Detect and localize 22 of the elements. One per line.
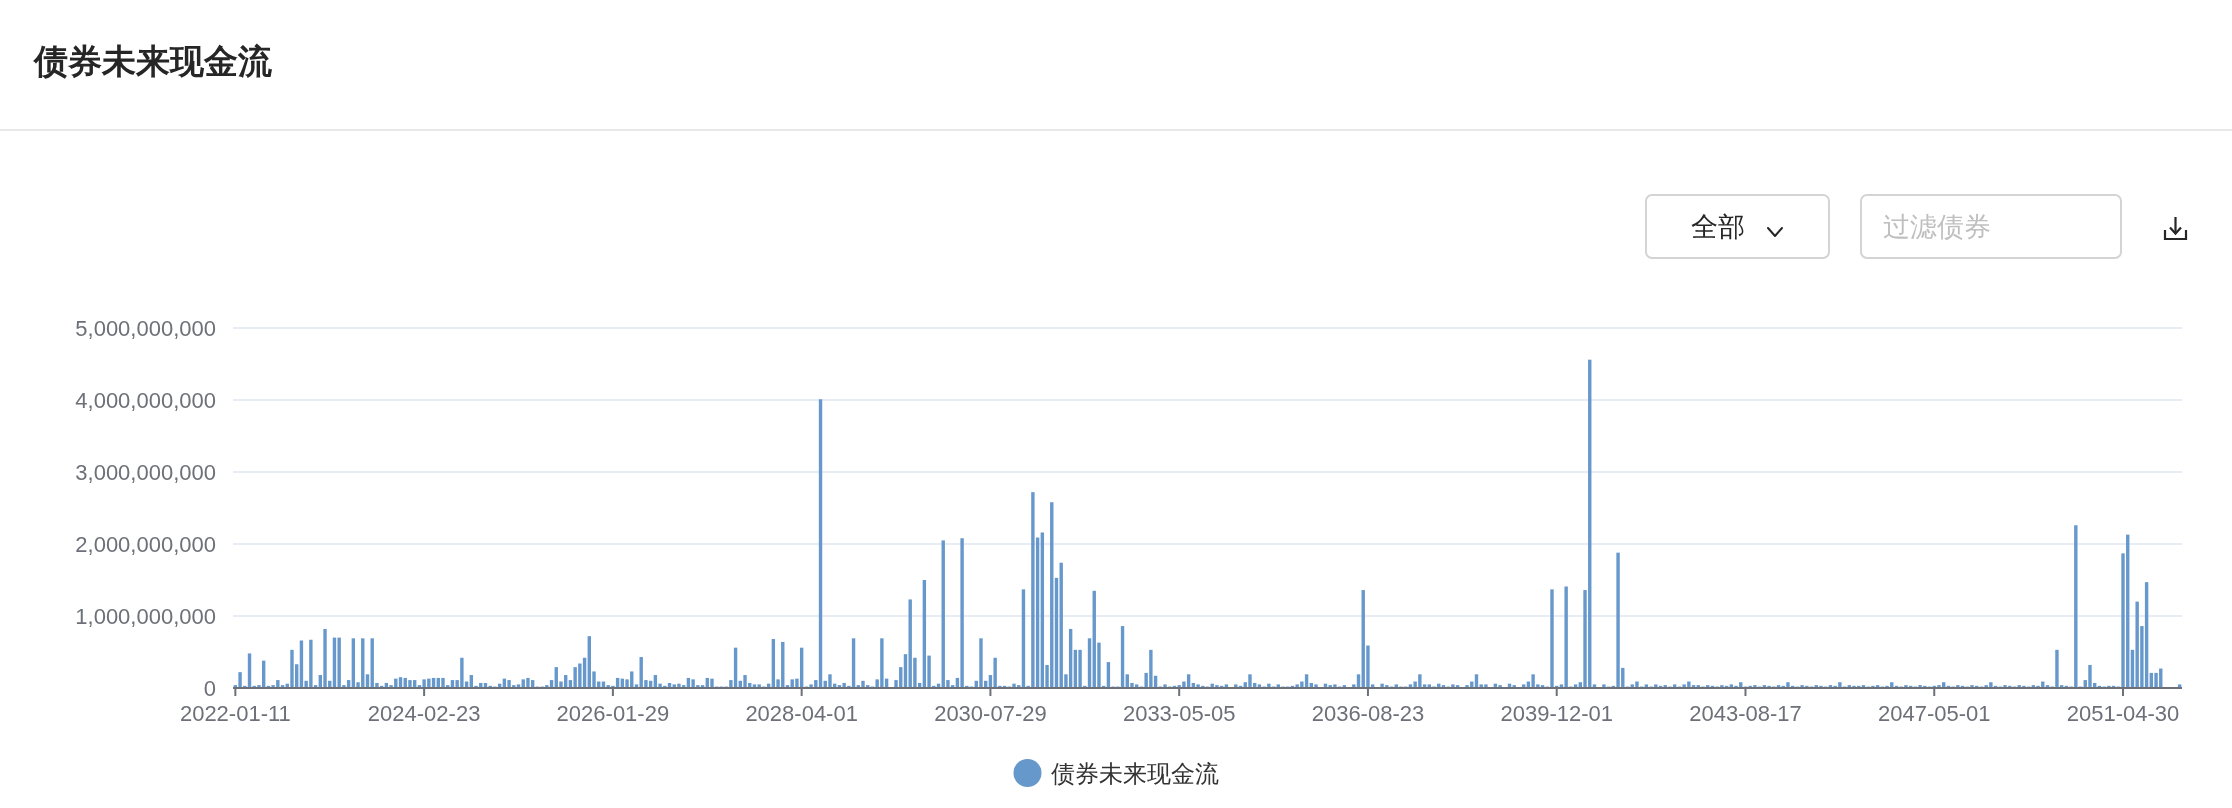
y-tick-label: 2,000,000,000 xyxy=(75,531,216,557)
legend-label: 债券未来现金流 xyxy=(1050,759,1219,787)
x-tick-label: 2026-01-29 xyxy=(556,701,670,726)
x-tick-label: 2024-02-23 xyxy=(367,701,481,726)
y-tick-label: 0 xyxy=(203,675,216,701)
x-tick-label: 2039-12-01 xyxy=(1500,701,1613,726)
y-tick-label: 5,000,000,000 xyxy=(75,315,216,341)
x-tick-label: 2030-07-29 xyxy=(934,701,1047,726)
chart-title: 债券未来现金流 xyxy=(33,42,273,80)
x-tick-label: 2036-08-23 xyxy=(1311,701,1425,726)
dropdown: 全部 xyxy=(1645,194,1830,259)
x-tick-label: 2043-08-17 xyxy=(1689,701,1802,726)
x-tick-label: 2022-01-11 xyxy=(179,701,291,726)
x-tick-label: 2033-05-05 xyxy=(1122,701,1236,726)
y-tick-label: 3,000,000,000 xyxy=(75,459,216,485)
y-tick-label: 4,000,000,000 xyxy=(75,387,216,413)
legend: 债券未来现金流 xyxy=(1013,759,1219,787)
x-tick-label: 2047-05-01 xyxy=(1877,701,1991,726)
filter-input: 过滤债券 xyxy=(1860,194,2122,259)
y-tick-label: 1,000,000,000 xyxy=(75,603,216,629)
x-tick-label: 2051-04-30 xyxy=(2066,701,2180,726)
x-tick-label: 2028-04-01 xyxy=(745,701,858,726)
